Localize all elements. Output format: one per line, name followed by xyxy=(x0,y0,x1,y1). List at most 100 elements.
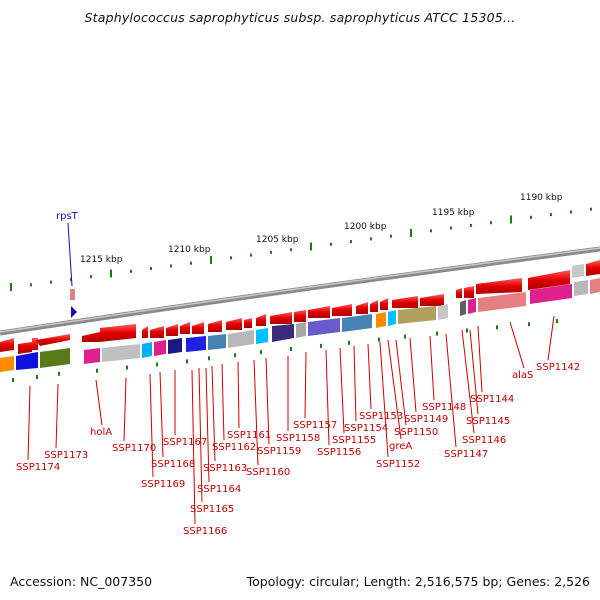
feature-tick xyxy=(156,362,158,367)
leader-line xyxy=(149,373,154,478)
gene-label[interactable]: greA xyxy=(389,441,412,452)
scale-labels: 1215 kbp 1210 kbp 1205 kbp 1200 kbp 1195… xyxy=(80,193,563,265)
gene-label[interactable]: SSP1156 xyxy=(317,447,361,458)
leader-line xyxy=(211,365,216,462)
scale-dot xyxy=(250,253,252,257)
map-title: Staphylococcus saprophyticus subsp. sapr… xyxy=(84,10,516,25)
feature-tick xyxy=(234,353,236,358)
leader-line xyxy=(253,359,259,466)
feature-tick xyxy=(404,334,406,339)
gene-label[interactable]: alaS xyxy=(512,370,533,381)
leader-line xyxy=(304,351,307,419)
leader-line xyxy=(445,333,457,448)
gene-label[interactable]: SSP1142 xyxy=(536,362,580,373)
feature-tick xyxy=(528,322,530,327)
leader-line xyxy=(429,335,435,401)
scale-dot xyxy=(490,221,492,225)
gene-label[interactable]: SSP1168 xyxy=(151,459,195,470)
feature-tick xyxy=(36,374,38,379)
feature-tick xyxy=(348,340,350,345)
gene-label[interactable]: SSP1145 xyxy=(466,416,510,427)
leader-line xyxy=(265,357,270,445)
leader-line xyxy=(55,383,59,449)
scale-dot xyxy=(130,269,132,273)
gene-label[interactable]: SSP1159 xyxy=(257,446,301,457)
leader-line xyxy=(191,369,196,525)
leader-line xyxy=(387,339,402,440)
feature-ticks xyxy=(12,319,558,382)
feature-tick xyxy=(320,343,322,348)
gene-label[interactable]: SSP1149 xyxy=(404,414,448,425)
gene-label[interactable]: SSP1153 xyxy=(359,411,403,422)
scale-dot xyxy=(430,229,432,233)
leader-line xyxy=(339,347,345,434)
leader-line xyxy=(237,361,240,429)
feature-tick xyxy=(186,359,188,364)
gene-label[interactable]: SSP1154 xyxy=(344,423,388,434)
leader-line xyxy=(221,363,225,441)
tick-label: 1195 kbp xyxy=(432,208,475,218)
scale-dot xyxy=(330,242,332,246)
gene-label[interactable]: holA xyxy=(90,427,112,438)
leader-line xyxy=(379,341,389,458)
gene-label[interactable]: SSP1150 xyxy=(394,427,438,438)
scale-dot xyxy=(530,215,532,219)
tick-label: 1215 kbp xyxy=(80,255,123,265)
scale-dot xyxy=(550,213,552,217)
gene-label[interactable]: SSP1164 xyxy=(197,484,241,495)
scale-dot xyxy=(570,210,572,214)
tick-label: 1190 kbp xyxy=(520,193,563,203)
gene-label[interactable]: SSP1158 xyxy=(276,433,320,444)
gene-label[interactable]: SSP1155 xyxy=(332,435,376,446)
leader-line xyxy=(95,379,103,426)
scale-dot xyxy=(210,256,212,264)
gene-track-secondary xyxy=(0,278,600,372)
accession-text: Accession: NC_007350 xyxy=(10,574,153,589)
backbone-highlight xyxy=(0,247,600,333)
gene-label[interactable]: SSP1146 xyxy=(462,435,506,446)
leader-line xyxy=(367,343,372,410)
gene-label[interactable]: SSP1144 xyxy=(470,394,514,405)
gene-label[interactable]: SSP1147 xyxy=(444,449,488,460)
gene-label[interactable]: SSP1174 xyxy=(16,462,60,473)
leader-line xyxy=(461,329,475,434)
gene-label[interactable]: SSP1160 xyxy=(246,467,290,478)
topology-text: Topology: circular; Length: 2,516,575 bp… xyxy=(246,574,590,589)
gene-label[interactable]: SSP1162 xyxy=(212,442,256,453)
scale-dot xyxy=(50,280,52,284)
scale-dot xyxy=(390,234,392,238)
gene-label[interactable]: SSP1157 xyxy=(293,420,337,431)
gene-label[interactable]: SSP1161 xyxy=(227,430,271,441)
gene-label[interactable]: SSP1169 xyxy=(141,479,185,490)
scale-dot xyxy=(70,277,72,281)
label-leaders xyxy=(27,315,555,525)
backbone-arc xyxy=(0,246,600,336)
tick-label: 1210 kbp xyxy=(168,245,211,255)
scale-dot xyxy=(590,207,592,211)
scale-dot xyxy=(90,275,92,279)
gene-label[interactable]: SSP1173 xyxy=(44,450,88,461)
gene-label[interactable]: SSP1152 xyxy=(376,459,420,470)
scale-dot xyxy=(10,283,12,291)
feature-tick xyxy=(466,328,468,333)
scale-dot xyxy=(110,269,112,278)
feature-tick xyxy=(58,371,60,376)
feature-tick xyxy=(556,319,558,324)
scale-dot xyxy=(150,267,152,271)
gene-label[interactable]: SSP1163 xyxy=(203,463,247,474)
gene-label[interactable]: SSP1165 xyxy=(190,504,234,515)
gene-label[interactable]: SSP1148 xyxy=(422,402,466,413)
gene-label[interactable]: SSP1170 xyxy=(112,443,156,454)
scale-dot xyxy=(450,226,452,230)
leader-line xyxy=(325,349,330,446)
tick-label: 1200 kbp xyxy=(344,222,387,232)
tick-label: 1205 kbp xyxy=(256,235,299,245)
feature-tick xyxy=(290,347,292,351)
gene-label[interactable]: SSP1166 xyxy=(183,526,227,537)
gene-label[interactable]: SSP1167 xyxy=(163,437,207,448)
rpsT-marker[interactable]: rpsT xyxy=(56,211,79,318)
leader-line xyxy=(27,385,31,461)
scale-dots xyxy=(10,207,592,291)
leader-line xyxy=(198,367,203,503)
